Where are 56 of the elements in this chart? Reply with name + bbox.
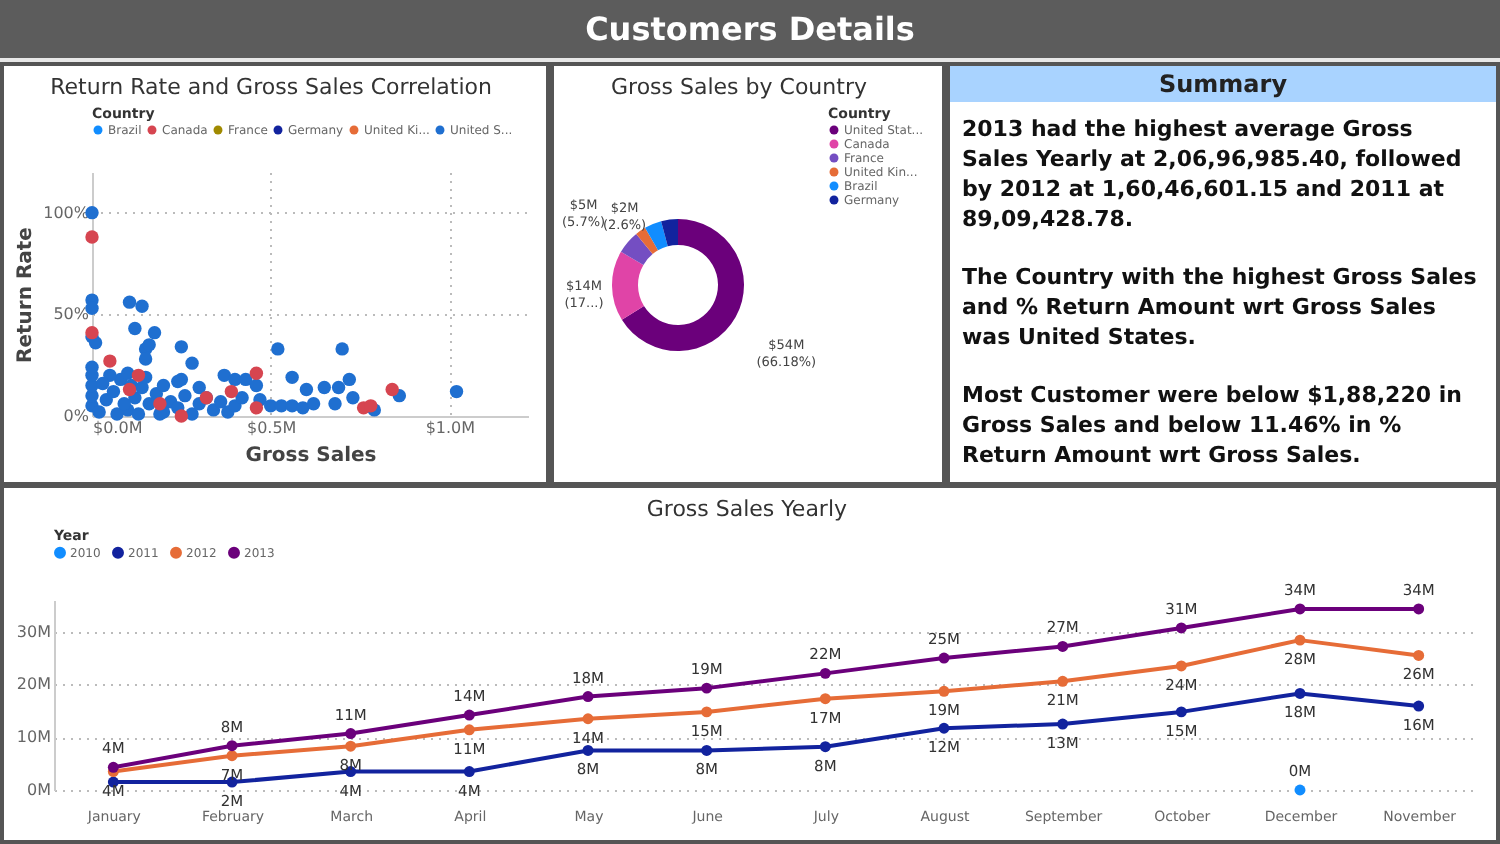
- y-axis-title: Return Rate: [15, 226, 38, 363]
- point: [463, 724, 475, 736]
- y-tick-label: 0M: [27, 781, 52, 799]
- point: [701, 706, 713, 718]
- point: [107, 761, 119, 773]
- chart-title: Gross Sales by Country: [611, 74, 868, 100]
- point: [582, 713, 594, 725]
- point: [938, 685, 950, 697]
- point: [701, 744, 713, 756]
- point: [226, 750, 238, 762]
- point: [1057, 718, 1069, 730]
- point: [345, 728, 357, 739]
- x-tick-label: $0.0M: [93, 419, 143, 437]
- x-tick-label: $0.5M: [246, 419, 297, 437]
- text: Most Customer were below $1,88,220 in Gross Sales and below 11.46% in % Return Amount wrt Gross Sales.: [962, 380, 1464, 470]
- y-tick-label: 10M: [16, 728, 52, 747]
- y-tick-label: 50%: [53, 305, 90, 324]
- point: [1413, 603, 1425, 615]
- donut-slice: [636, 227, 659, 255]
- point: [1175, 660, 1187, 672]
- point: [819, 741, 831, 753]
- point: [1057, 675, 1069, 687]
- point: [1294, 687, 1306, 699]
- point: [938, 652, 950, 664]
- point: [1294, 634, 1306, 646]
- text: 2013 had the highest average Gross Sales Yearly at 2,06,96,985.40, followed by 2012 at 1,60,46,601.15 and 2011 at 89,09,428.78.: [962, 114, 1464, 234]
- point: [582, 691, 594, 703]
- y-tick-label: 30M: [16, 622, 52, 641]
- y-tick-label: 0%: [63, 407, 90, 425]
- donut-slice: [620, 233, 653, 265]
- point: [1294, 603, 1306, 615]
- point: [701, 682, 713, 694]
- point: [345, 740, 357, 752]
- donut-slice: [661, 219, 678, 247]
- point: [819, 667, 831, 679]
- point: [1413, 649, 1425, 661]
- text: Summary: [950, 66, 1496, 102]
- point: [463, 709, 475, 721]
- chart-title: Return Rate and Gross Sales Correlation: [50, 74, 493, 100]
- donut-slice: [612, 251, 644, 320]
- x-axis-title: Gross Sales: [245, 445, 377, 467]
- text: The Country with the highest Gross Sales and % Return Amount wrt Gross Sales was United States.: [962, 262, 1479, 352]
- point: [582, 744, 594, 756]
- point: [1175, 706, 1187, 718]
- point: [938, 722, 950, 734]
- point: [1175, 622, 1187, 634]
- y-tick-label: 20M: [16, 675, 52, 694]
- point: [226, 740, 238, 752]
- x-tick-label: $1.0M: [425, 419, 476, 437]
- point: [463, 766, 475, 777]
- point: [1413, 700, 1425, 712]
- donut-slice: [645, 221, 668, 251]
- text: Customers Details: [0, 0, 1500, 58]
- chart-title: Gross Sales Yearly: [646, 496, 849, 522]
- point: [819, 693, 831, 705]
- point: [1057, 640, 1069, 652]
